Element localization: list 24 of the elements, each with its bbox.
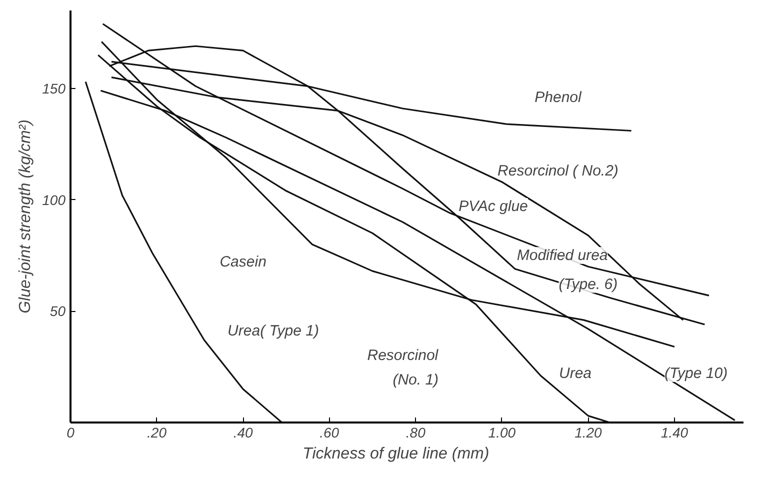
x-tick-label: .60	[320, 424, 340, 440]
annotation: (Type 10)	[664, 365, 728, 382]
annotation: (Type. 6)	[558, 276, 618, 293]
annotation: Modified urea	[516, 246, 608, 264]
x-tick-label: 1.40	[660, 424, 688, 440]
y-tick-label: 100	[42, 192, 66, 208]
x-tick-label: 0	[66, 424, 75, 440]
y-axis-title: Glue-joint strength (kg/cm²)	[17, 120, 34, 314]
x-tick-label: .40	[233, 424, 254, 440]
annotation: Resorcinol ( No.2)	[498, 162, 618, 180]
annotation: (No. 1)	[392, 372, 439, 389]
annotation: Urea	[558, 365, 592, 382]
annotation: PVAc glue	[458, 198, 528, 215]
x-axis-title: Tickness of glue line (mm)	[302, 446, 490, 462]
x-tick-label: .20	[147, 424, 167, 440]
annotation: Resorcinol	[367, 347, 439, 364]
x-tick-label: .80	[406, 424, 426, 440]
y-tick-label: 50	[50, 303, 66, 320]
annotation: Phenol	[534, 88, 582, 106]
x-tick-label: 1.20	[574, 424, 602, 440]
y-tick-label: 150	[42, 80, 66, 96]
annotation: Casein	[220, 254, 266, 271]
annotation: Urea( Type 1)	[228, 322, 319, 340]
x-tick-label: 1.00	[488, 424, 516, 440]
